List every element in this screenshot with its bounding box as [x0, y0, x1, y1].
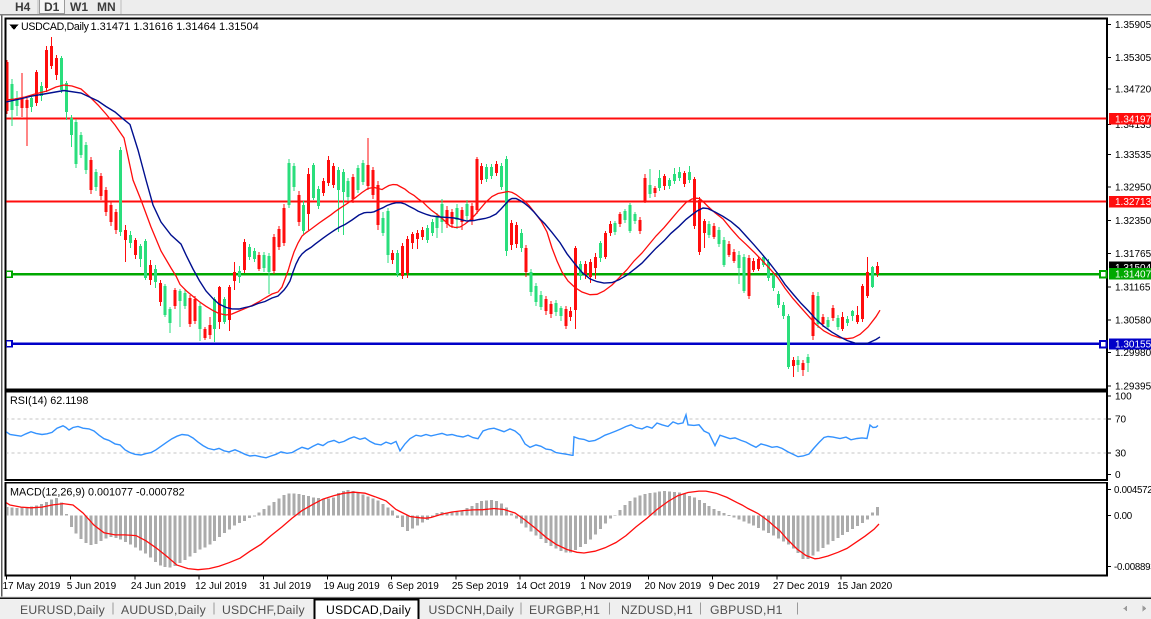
svg-text:W1: W1: [70, 0, 88, 14]
svg-text:1.34720: 1.34720: [1115, 85, 1151, 96]
svg-text:1.30155: 1.30155: [1115, 340, 1151, 351]
svg-text:1.32950: 1.32950: [1115, 183, 1151, 194]
svg-text:MN: MN: [97, 0, 116, 14]
svg-text:1.32713: 1.32713: [1115, 197, 1151, 208]
svg-text:14 Oct 2019: 14 Oct 2019: [516, 581, 571, 592]
svg-text:1.29395: 1.29395: [1115, 382, 1151, 393]
svg-text:9 Dec 2019: 9 Dec 2019: [709, 581, 761, 592]
svg-text:GBPUSD,H1: GBPUSD,H1: [710, 603, 783, 617]
svg-text:EURUSD,Daily: EURUSD,Daily: [20, 603, 106, 617]
svg-text:1.29980: 1.29980: [1115, 348, 1151, 359]
svg-text:100: 100: [1115, 392, 1132, 403]
svg-text:5 Jun 2019: 5 Jun 2019: [67, 581, 117, 592]
svg-text:15 Jan 2020: 15 Jan 2020: [837, 581, 892, 592]
svg-text:1.31471 1.31616 1.31464 1.3150: 1.31471 1.31616 1.31464 1.31504: [91, 21, 259, 33]
svg-text:1.31765: 1.31765: [1115, 249, 1151, 260]
svg-text:1.34135: 1.34135: [1115, 120, 1151, 131]
svg-text:1.31165: 1.31165: [1115, 283, 1151, 294]
svg-text:25 Sep 2019: 25 Sep 2019: [452, 581, 509, 592]
svg-text:EURGBP,H1: EURGBP,H1: [529, 603, 600, 617]
svg-text:AUDUSD,Daily: AUDUSD,Daily: [121, 603, 207, 617]
svg-text:1.34197: 1.34197: [1115, 114, 1151, 125]
svg-text:RSI(14) 62.1198: RSI(14) 62.1198: [10, 395, 88, 407]
svg-text:USDCNH,Daily: USDCNH,Daily: [429, 603, 515, 617]
svg-text:1 Nov 2019: 1 Nov 2019: [580, 581, 632, 592]
svg-text:MACD(12,26,9) 0.001077 -0.0007: MACD(12,26,9) 0.001077 -0.000782: [10, 487, 185, 499]
svg-text:1.35305: 1.35305: [1115, 53, 1151, 64]
svg-text:6 Sep 2019: 6 Sep 2019: [388, 581, 440, 592]
svg-text:1.30580: 1.30580: [1115, 316, 1151, 327]
svg-text:-0.008893: -0.008893: [1114, 562, 1151, 573]
svg-text:1.31407: 1.31407: [1115, 269, 1151, 280]
svg-text:17 May 2019: 17 May 2019: [3, 581, 61, 592]
svg-text:24 Jun 2019: 24 Jun 2019: [131, 581, 186, 592]
svg-text:0.00: 0.00: [1114, 511, 1133, 522]
svg-text:1.32350: 1.32350: [1115, 216, 1151, 227]
svg-text:20 Nov 2019: 20 Nov 2019: [645, 581, 702, 592]
svg-text:0.004572: 0.004572: [1114, 485, 1151, 496]
svg-text:D1: D1: [44, 0, 60, 14]
svg-text:0: 0: [1115, 470, 1121, 481]
svg-text:12 Jul 2019: 12 Jul 2019: [195, 581, 247, 592]
svg-text:27 Dec 2019: 27 Dec 2019: [773, 581, 830, 592]
svg-text:1.35905: 1.35905: [1115, 20, 1151, 31]
svg-text:USDCHF,Daily: USDCHF,Daily: [222, 603, 306, 617]
svg-text:31 Jul 2019: 31 Jul 2019: [259, 581, 311, 592]
svg-text:USDCAD,Daily: USDCAD,Daily: [326, 603, 412, 617]
svg-text:1.33535: 1.33535: [1115, 150, 1151, 161]
svg-text:H4: H4: [15, 0, 31, 14]
svg-text:30: 30: [1115, 449, 1127, 460]
svg-text:NZDUSD,H1: NZDUSD,H1: [621, 603, 693, 617]
svg-text:19 Aug 2019: 19 Aug 2019: [324, 581, 381, 592]
svg-text:70: 70: [1115, 415, 1127, 426]
svg-text:USDCAD,Daily: USDCAD,Daily: [21, 21, 90, 33]
